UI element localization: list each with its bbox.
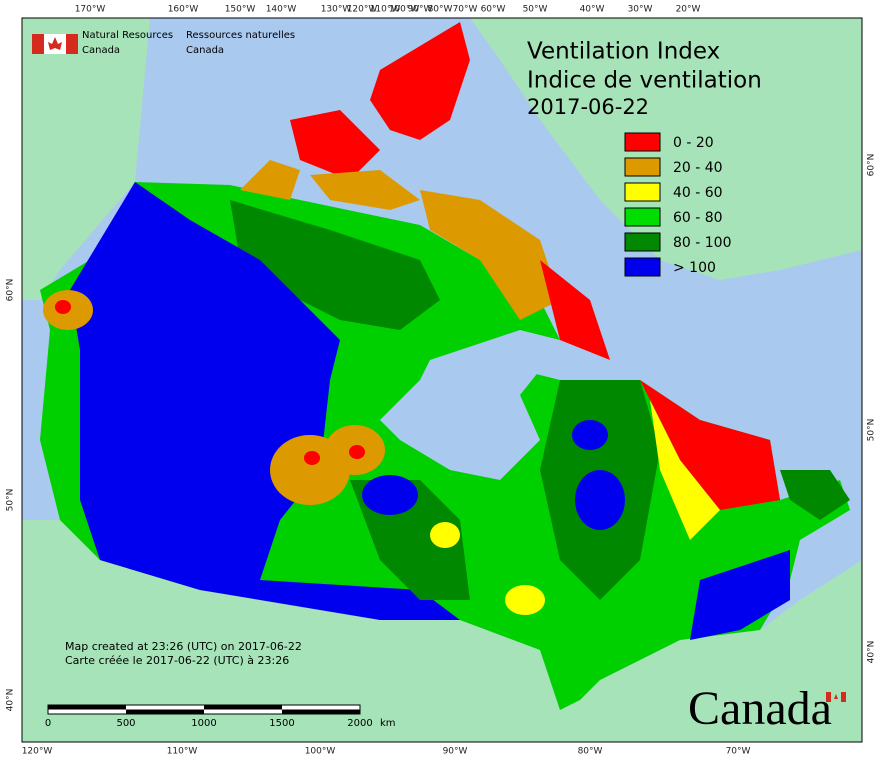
island (780, 470, 850, 520)
zone (349, 445, 365, 459)
graticule-label: 90°W (443, 747, 468, 757)
island (420, 190, 560, 320)
graticule-label: 40°N (867, 641, 877, 664)
graticule-label: 160°W (168, 5, 199, 15)
agency-en: Natural Resources (82, 30, 173, 41)
graticule-label: 50°N (867, 419, 877, 442)
date: 2017-06-22 (527, 95, 649, 119)
legend-swatch (624, 182, 661, 202)
graticule-label: 100°W (389, 5, 420, 15)
graticule-label: 70°W (453, 5, 478, 15)
graticule-label: 30°W (628, 5, 653, 15)
island (310, 170, 420, 210)
legend-swatch (624, 207, 661, 227)
graticule-label: 20°W (676, 5, 701, 15)
graticule-label: 80°W (428, 5, 453, 15)
legend-label: 0 - 20 (673, 135, 714, 151)
agency-fr: Canada (186, 45, 224, 56)
graticule-label: 130°W (321, 5, 352, 15)
scale-label: 0 (45, 718, 51, 729)
island (290, 110, 380, 180)
legend-swatch (624, 157, 661, 177)
legend-swatch (624, 132, 661, 152)
legend-label: 80 - 100 (673, 235, 732, 251)
title: Indice de ventilation (527, 68, 762, 94)
legend-label: 40 - 60 (673, 185, 723, 201)
graticule-label: 140°W (266, 5, 297, 15)
island (240, 160, 300, 200)
graticule-label: 100°W (305, 747, 336, 757)
legend-label: 20 - 40 (673, 160, 723, 176)
zone (55, 300, 71, 314)
title: Ventilation Index (527, 39, 720, 65)
zone (572, 420, 608, 450)
hudson-bay (380, 330, 560, 480)
zone (70, 182, 460, 620)
scale-label: 1000 (191, 718, 216, 729)
zone (230, 200, 440, 330)
graticule-label: 40°N (6, 689, 16, 712)
zone (650, 400, 720, 540)
scale-bar (47, 704, 361, 715)
agency-en: Canada (82, 45, 120, 56)
graticule-label: 70°W (726, 747, 751, 757)
legend-label: > 100 (673, 260, 716, 276)
graticule-label: 80°W (578, 747, 603, 757)
island (370, 22, 470, 140)
credit: Carte créée le 2017-06-22 (UTC) à 23:26 (65, 654, 289, 667)
scale-label: 2000 (347, 718, 372, 729)
zone (575, 470, 625, 530)
graticule-label: 110°W (370, 5, 401, 15)
zone (690, 550, 790, 640)
zone (362, 475, 418, 515)
graticule-label: 150°W (225, 5, 256, 15)
graticule-label: 120°W (22, 747, 53, 757)
agency-fr: Ressources naturelles (186, 30, 295, 41)
graticule-label: 50°W (523, 5, 548, 15)
graticule-label: 60°N (6, 279, 16, 302)
graticule-label: 110°W (167, 747, 198, 757)
scale-unit: km (380, 718, 396, 729)
frame (21, 17, 863, 743)
zone (505, 585, 545, 615)
legend-swatch (624, 257, 661, 277)
graticule-label: 120°W (347, 5, 378, 15)
legend-swatch (624, 232, 661, 252)
graticule-label: 50°N (6, 489, 16, 512)
zone (430, 522, 460, 548)
zone (640, 380, 780, 510)
graticule-label: 90°W (408, 5, 433, 15)
zone (304, 451, 320, 465)
graticule-label: 40°W (580, 5, 605, 15)
usa (22, 520, 862, 742)
wordmark-flag (826, 692, 846, 702)
wordmark: Canada (688, 682, 832, 735)
island (540, 260, 610, 360)
alaska (22, 18, 150, 300)
graticule-label: 170°W (75, 5, 106, 15)
flag (32, 34, 78, 54)
graticule-label: 60°N (867, 154, 877, 177)
graticule-label: 60°W (481, 5, 506, 15)
scale-label: 500 (116, 718, 135, 729)
credit: Map created at 23:26 (UTC) on 2017-06-22 (65, 640, 302, 653)
greenland (470, 18, 862, 280)
scale-label: 1500 (269, 718, 294, 729)
legend-label: 60 - 80 (673, 210, 723, 226)
